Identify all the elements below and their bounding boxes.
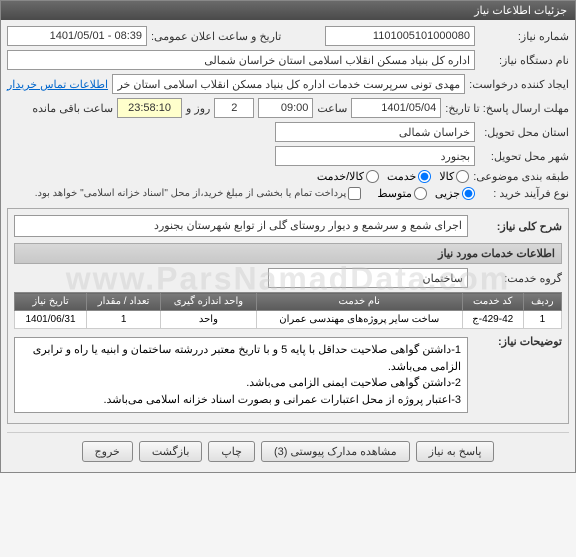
payment-checkbox[interactable] bbox=[348, 187, 361, 200]
city-label: شهر محل تحویل: bbox=[479, 150, 569, 163]
td-row: 1 bbox=[523, 311, 561, 329]
table-row[interactable]: 1 429-42-ج ساخت سایر پروژه‌های مهندسی عم… bbox=[15, 311, 562, 329]
cat-both-item[interactable]: کالا/خدمت bbox=[317, 170, 379, 183]
need-number-field[interactable] bbox=[325, 26, 475, 46]
attachments-button[interactable]: مشاهده مدارک پیوستی (3) bbox=[261, 441, 410, 462]
announce-date-label: تاریخ و ساعت اعلان عمومی: bbox=[151, 30, 281, 43]
org-name-field[interactable] bbox=[7, 50, 475, 70]
td-unit: واحد bbox=[161, 311, 257, 329]
need-number-label: شماره نیاز: bbox=[479, 30, 569, 43]
deadline-label: مهلت ارسال پاسخ: تا تاریخ: bbox=[445, 102, 569, 115]
service-group-label: گروه خدمت: bbox=[472, 272, 562, 285]
back-button[interactable]: بازگشت bbox=[139, 441, 203, 462]
purchase-type-label: نوع فرآیند خرید : bbox=[479, 187, 569, 200]
note-line-3: 3-اعتبار پروژه از محل اعتبارات عمرانی و … bbox=[21, 392, 461, 409]
notes-box: 1-داشتن گواهی صلاحیت حداقل با پایه 5 و ب… bbox=[14, 337, 468, 413]
cat-goods-item[interactable]: کالا bbox=[439, 170, 469, 183]
city-field[interactable] bbox=[275, 146, 475, 166]
th-name: نام خدمت bbox=[256, 293, 462, 311]
td-name: ساخت سایر پروژه‌های مهندسی عمران bbox=[256, 311, 462, 329]
th-date: تاریخ نیاز bbox=[15, 293, 87, 311]
th-qty: تعداد / مقدار bbox=[87, 293, 161, 311]
pt-small-item[interactable]: جزیی bbox=[435, 187, 475, 200]
remaining-time-field bbox=[117, 98, 182, 118]
payment-note-item[interactable]: پرداخت تمام یا بخشی از مبلغ خرید،از محل … bbox=[35, 187, 362, 200]
province-label: استان محل تحویل: bbox=[479, 126, 569, 139]
buyer-contact-link[interactable]: اطلاعات تماس خریدار bbox=[7, 78, 108, 91]
days-field[interactable] bbox=[214, 98, 254, 118]
pt-medium-item[interactable]: متوسط bbox=[377, 187, 427, 200]
note-line-1: 1-داشتن گواهی صلاحیت حداقل با پایه 5 و ب… bbox=[21, 342, 461, 375]
announce-date-field[interactable] bbox=[7, 26, 147, 46]
province-field[interactable] bbox=[275, 122, 475, 142]
notes-label: توضیحات نیاز: bbox=[472, 335, 562, 348]
need-title-label: شرح کلی نیاز: bbox=[472, 220, 562, 233]
pt-small-radio[interactable] bbox=[462, 187, 475, 200]
services-table: ردیف کد خدمت نام خدمت واحد اندازه گیری ت… bbox=[14, 292, 562, 329]
remaining-label: ساعت باقی مانده bbox=[32, 102, 113, 115]
exit-button[interactable]: خروج bbox=[82, 441, 133, 462]
time-field[interactable] bbox=[258, 98, 313, 118]
print-button[interactable]: چاپ bbox=[208, 441, 255, 462]
service-group-field[interactable] bbox=[268, 268, 468, 288]
deadline-date-field[interactable] bbox=[351, 98, 441, 118]
category-label: طبقه بندی موضوعی: bbox=[473, 170, 569, 183]
th-unit: واحد اندازه گیری bbox=[161, 293, 257, 311]
pt-medium-radio[interactable] bbox=[414, 187, 427, 200]
requester-field[interactable] bbox=[112, 74, 465, 94]
note-line-2: 2-داشتن گواهی صلاحیت ایمنی الزامی می‌باش… bbox=[21, 375, 461, 392]
footer-buttons: پاسخ به نیاز مشاهده مدارک پیوستی (3) چاپ… bbox=[7, 432, 569, 466]
window-title: جزئیات اطلاعات نیاز bbox=[474, 5, 567, 17]
cat-goods-radio[interactable] bbox=[456, 170, 469, 183]
cat-service-radio[interactable] bbox=[418, 170, 431, 183]
th-row: ردیف bbox=[523, 293, 561, 311]
respond-button[interactable]: پاسخ به نیاز bbox=[416, 441, 495, 462]
td-code: 429-42-ج bbox=[462, 311, 523, 329]
cat-service-item[interactable]: خدمت bbox=[387, 170, 431, 183]
td-date: 1401/06/31 bbox=[15, 311, 87, 329]
th-code: کد خدمت bbox=[462, 293, 523, 311]
td-qty: 1 bbox=[87, 311, 161, 329]
category-radio-group: کالا خدمت کالا/خدمت bbox=[317, 170, 469, 183]
info-header: اطلاعات خدمات مورد نیاز bbox=[14, 243, 562, 264]
need-title-field[interactable]: اجرای شمع و سرشمع و دیوار روستای گلی از … bbox=[14, 215, 468, 237]
org-name-label: نام دستگاه نیاز: bbox=[479, 54, 569, 67]
window-titlebar: جزئیات اطلاعات نیاز bbox=[1, 1, 575, 20]
requester-label: ایجاد کننده درخواست: bbox=[469, 78, 569, 91]
time-label: ساعت bbox=[317, 102, 347, 115]
cat-both-radio[interactable] bbox=[366, 170, 379, 183]
purchase-type-group: جزیی متوسط bbox=[377, 187, 475, 200]
days-label: روز و bbox=[186, 102, 210, 115]
